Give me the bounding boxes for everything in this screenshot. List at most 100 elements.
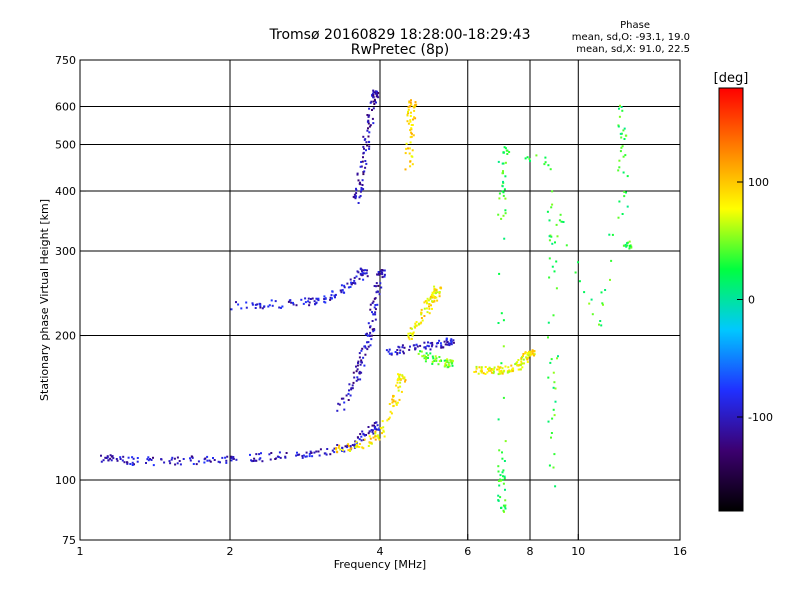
scatter-point (618, 159, 621, 162)
scatter-point (392, 399, 395, 402)
scatter-point (414, 347, 417, 350)
scatter-point (409, 101, 412, 104)
scatter-point (371, 430, 374, 433)
scatter-point (503, 510, 505, 513)
scatter-point (219, 461, 221, 464)
scatter-point (419, 350, 422, 353)
scatter-point (369, 303, 372, 306)
scatter-point (360, 189, 363, 191)
scatter-point (503, 237, 506, 240)
scatter-point (625, 245, 628, 248)
scatter-point (278, 451, 281, 454)
scatter-point (448, 344, 451, 347)
chart-subtitle: RwPretec (8p) (350, 42, 450, 58)
scatter-point (342, 397, 345, 400)
scatter-point (554, 485, 557, 488)
scatter-point (599, 320, 602, 322)
scatter-point (501, 457, 504, 460)
scatter-point (367, 322, 370, 325)
scatter-point (621, 109, 624, 112)
scatter-point (358, 446, 361, 448)
scatter-point (402, 377, 405, 380)
scatter-point (381, 276, 384, 279)
scatter-point (268, 304, 271, 307)
scatter-point (430, 304, 432, 307)
scatter-point (329, 453, 332, 456)
scatter-point (620, 132, 623, 135)
scatter-point (628, 247, 631, 250)
scatter-point (360, 187, 363, 189)
scatter-point (529, 160, 531, 162)
scatter-point (361, 270, 363, 273)
scatter-point (630, 246, 633, 249)
scatter-point (506, 371, 509, 374)
scatter-point (479, 369, 482, 372)
scatter-point (446, 341, 449, 344)
scatter-point (622, 244, 625, 247)
scatter-point (484, 373, 487, 375)
scatter-point (392, 404, 395, 407)
scatter-point (533, 354, 535, 357)
colorbar-tick-label: 100 (748, 176, 769, 189)
scatter-point (271, 304, 274, 307)
scatter-point (388, 416, 391, 419)
scatter-point (520, 358, 523, 361)
scatter-point (179, 463, 182, 466)
scatter-point (373, 422, 376, 424)
scatter-point (390, 352, 393, 355)
scatter-point (403, 376, 406, 379)
scatter-point (383, 435, 386, 438)
scatter-point (355, 189, 358, 192)
scatter-point (409, 165, 412, 168)
scatter-point (409, 119, 412, 122)
scatter-point (298, 453, 301, 456)
scatter-point (225, 459, 228, 462)
scatter-point (115, 458, 118, 460)
colorbar: -100 0 100 [deg] (714, 71, 773, 512)
scatter-point (553, 270, 556, 273)
scatter-point (245, 306, 248, 309)
scatter-point (407, 108, 410, 111)
scatter-point (413, 109, 416, 112)
scatter-point (363, 364, 366, 367)
scatter-point (574, 271, 577, 274)
scatter-point (361, 179, 364, 182)
scatter-point (553, 414, 556, 417)
scatter-point (363, 147, 365, 150)
scatter-point (110, 455, 113, 458)
scatter-point (356, 376, 359, 379)
scatter-point (423, 357, 426, 360)
scatter-point (425, 352, 428, 355)
scatter-point (551, 265, 554, 268)
scatter-point (376, 435, 379, 438)
scatter-point (350, 283, 353, 286)
scatter-point (317, 450, 320, 453)
scatter-point (254, 459, 257, 462)
scatter-point (364, 346, 367, 349)
scatter-point (357, 362, 359, 364)
scatter-point (411, 334, 414, 337)
scatter-point (319, 448, 322, 451)
scatter-point (500, 362, 503, 365)
scatter-point (551, 203, 554, 206)
scatter-point (626, 205, 629, 208)
scatter-point (425, 356, 427, 358)
scatter-point (255, 453, 258, 456)
scatter-point (206, 459, 209, 462)
scatter-point (412, 331, 415, 334)
scatter-point (409, 332, 412, 335)
scatter-point (361, 274, 364, 277)
scatter-point (263, 305, 266, 308)
scatter-point (340, 284, 343, 287)
scatter-point (511, 370, 514, 373)
scatter-point (522, 353, 525, 355)
scatter-point (368, 131, 371, 134)
scatter-point (375, 92, 378, 95)
scatter-point (406, 120, 409, 123)
scatter-point (267, 305, 270, 308)
scatter-point (367, 119, 370, 122)
scatter-point (520, 360, 523, 363)
scatter-point (547, 321, 550, 324)
scatter-point (302, 302, 305, 305)
scatter-point (107, 459, 110, 462)
